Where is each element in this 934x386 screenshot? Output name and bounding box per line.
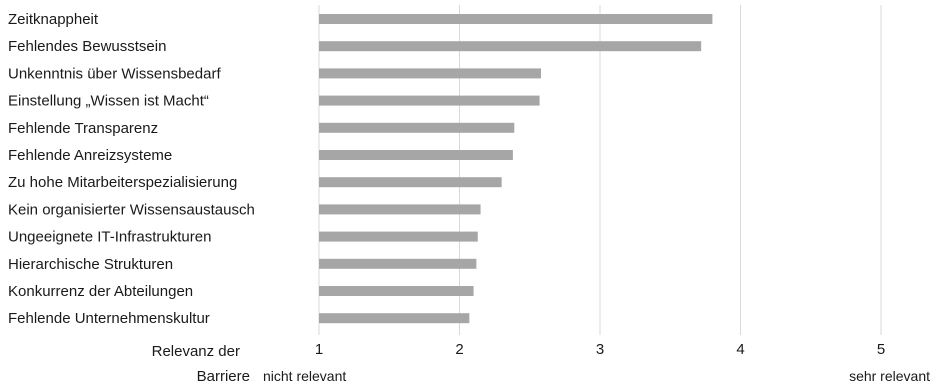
category-label: Zeitknappheit — [8, 11, 99, 28]
bar — [319, 41, 702, 52]
bar — [319, 177, 502, 188]
category-label: Fehlende Unternehmenskultur — [8, 310, 210, 327]
bar — [319, 68, 541, 79]
axis-max-label: sehr relevant — [849, 368, 930, 384]
x-tick-labels: 1 2 3 4 5 — [315, 341, 885, 358]
x-tick-label: 4 — [736, 341, 744, 358]
category-label: Hierarchische Strukturen — [8, 256, 173, 273]
bar — [319, 122, 515, 133]
axis-title-line-1: Relevanz der — [152, 343, 240, 360]
x-tick-label: 3 — [596, 341, 604, 358]
bar — [319, 231, 478, 242]
category-label: Fehlende Anreizsysteme — [8, 147, 172, 164]
bar — [319, 313, 470, 324]
category-label: Unkenntnis über Wissensbedarf — [8, 65, 221, 82]
category-label: Einstellung „Wissen ist Macht“ — [8, 93, 209, 110]
category-label: Zu hohe Mitarbeiterspezialisierung — [8, 174, 237, 191]
axis-title-line-2: Barriere — [197, 368, 250, 385]
category-label: Kein organisierter Wissensaustausch — [8, 201, 255, 218]
axis-min-label: nicht relevant — [263, 368, 346, 384]
bar — [319, 95, 540, 106]
gridlines — [318, 5, 882, 335]
x-tick-label: 5 — [877, 341, 885, 358]
bar — [319, 258, 477, 269]
category-label: Fehlendes Bewusstsein — [8, 38, 166, 55]
bar — [319, 286, 474, 296]
bar — [319, 150, 513, 160]
category-labels: Zeitknappheit Fehlendes Bewusstsein Unkenn… — [8, 11, 255, 327]
bars — [319, 14, 713, 324]
category-label: Ungeeignete IT-Infrastrukturen — [8, 229, 211, 246]
bar — [319, 14, 713, 24]
x-tick-label: 1 — [315, 341, 323, 358]
category-label: Fehlende Transparenz — [8, 120, 158, 137]
x-tick-label: 2 — [455, 341, 463, 358]
category-label: Konkurrenz der Abteilungen — [8, 283, 193, 300]
bar — [319, 204, 481, 215]
